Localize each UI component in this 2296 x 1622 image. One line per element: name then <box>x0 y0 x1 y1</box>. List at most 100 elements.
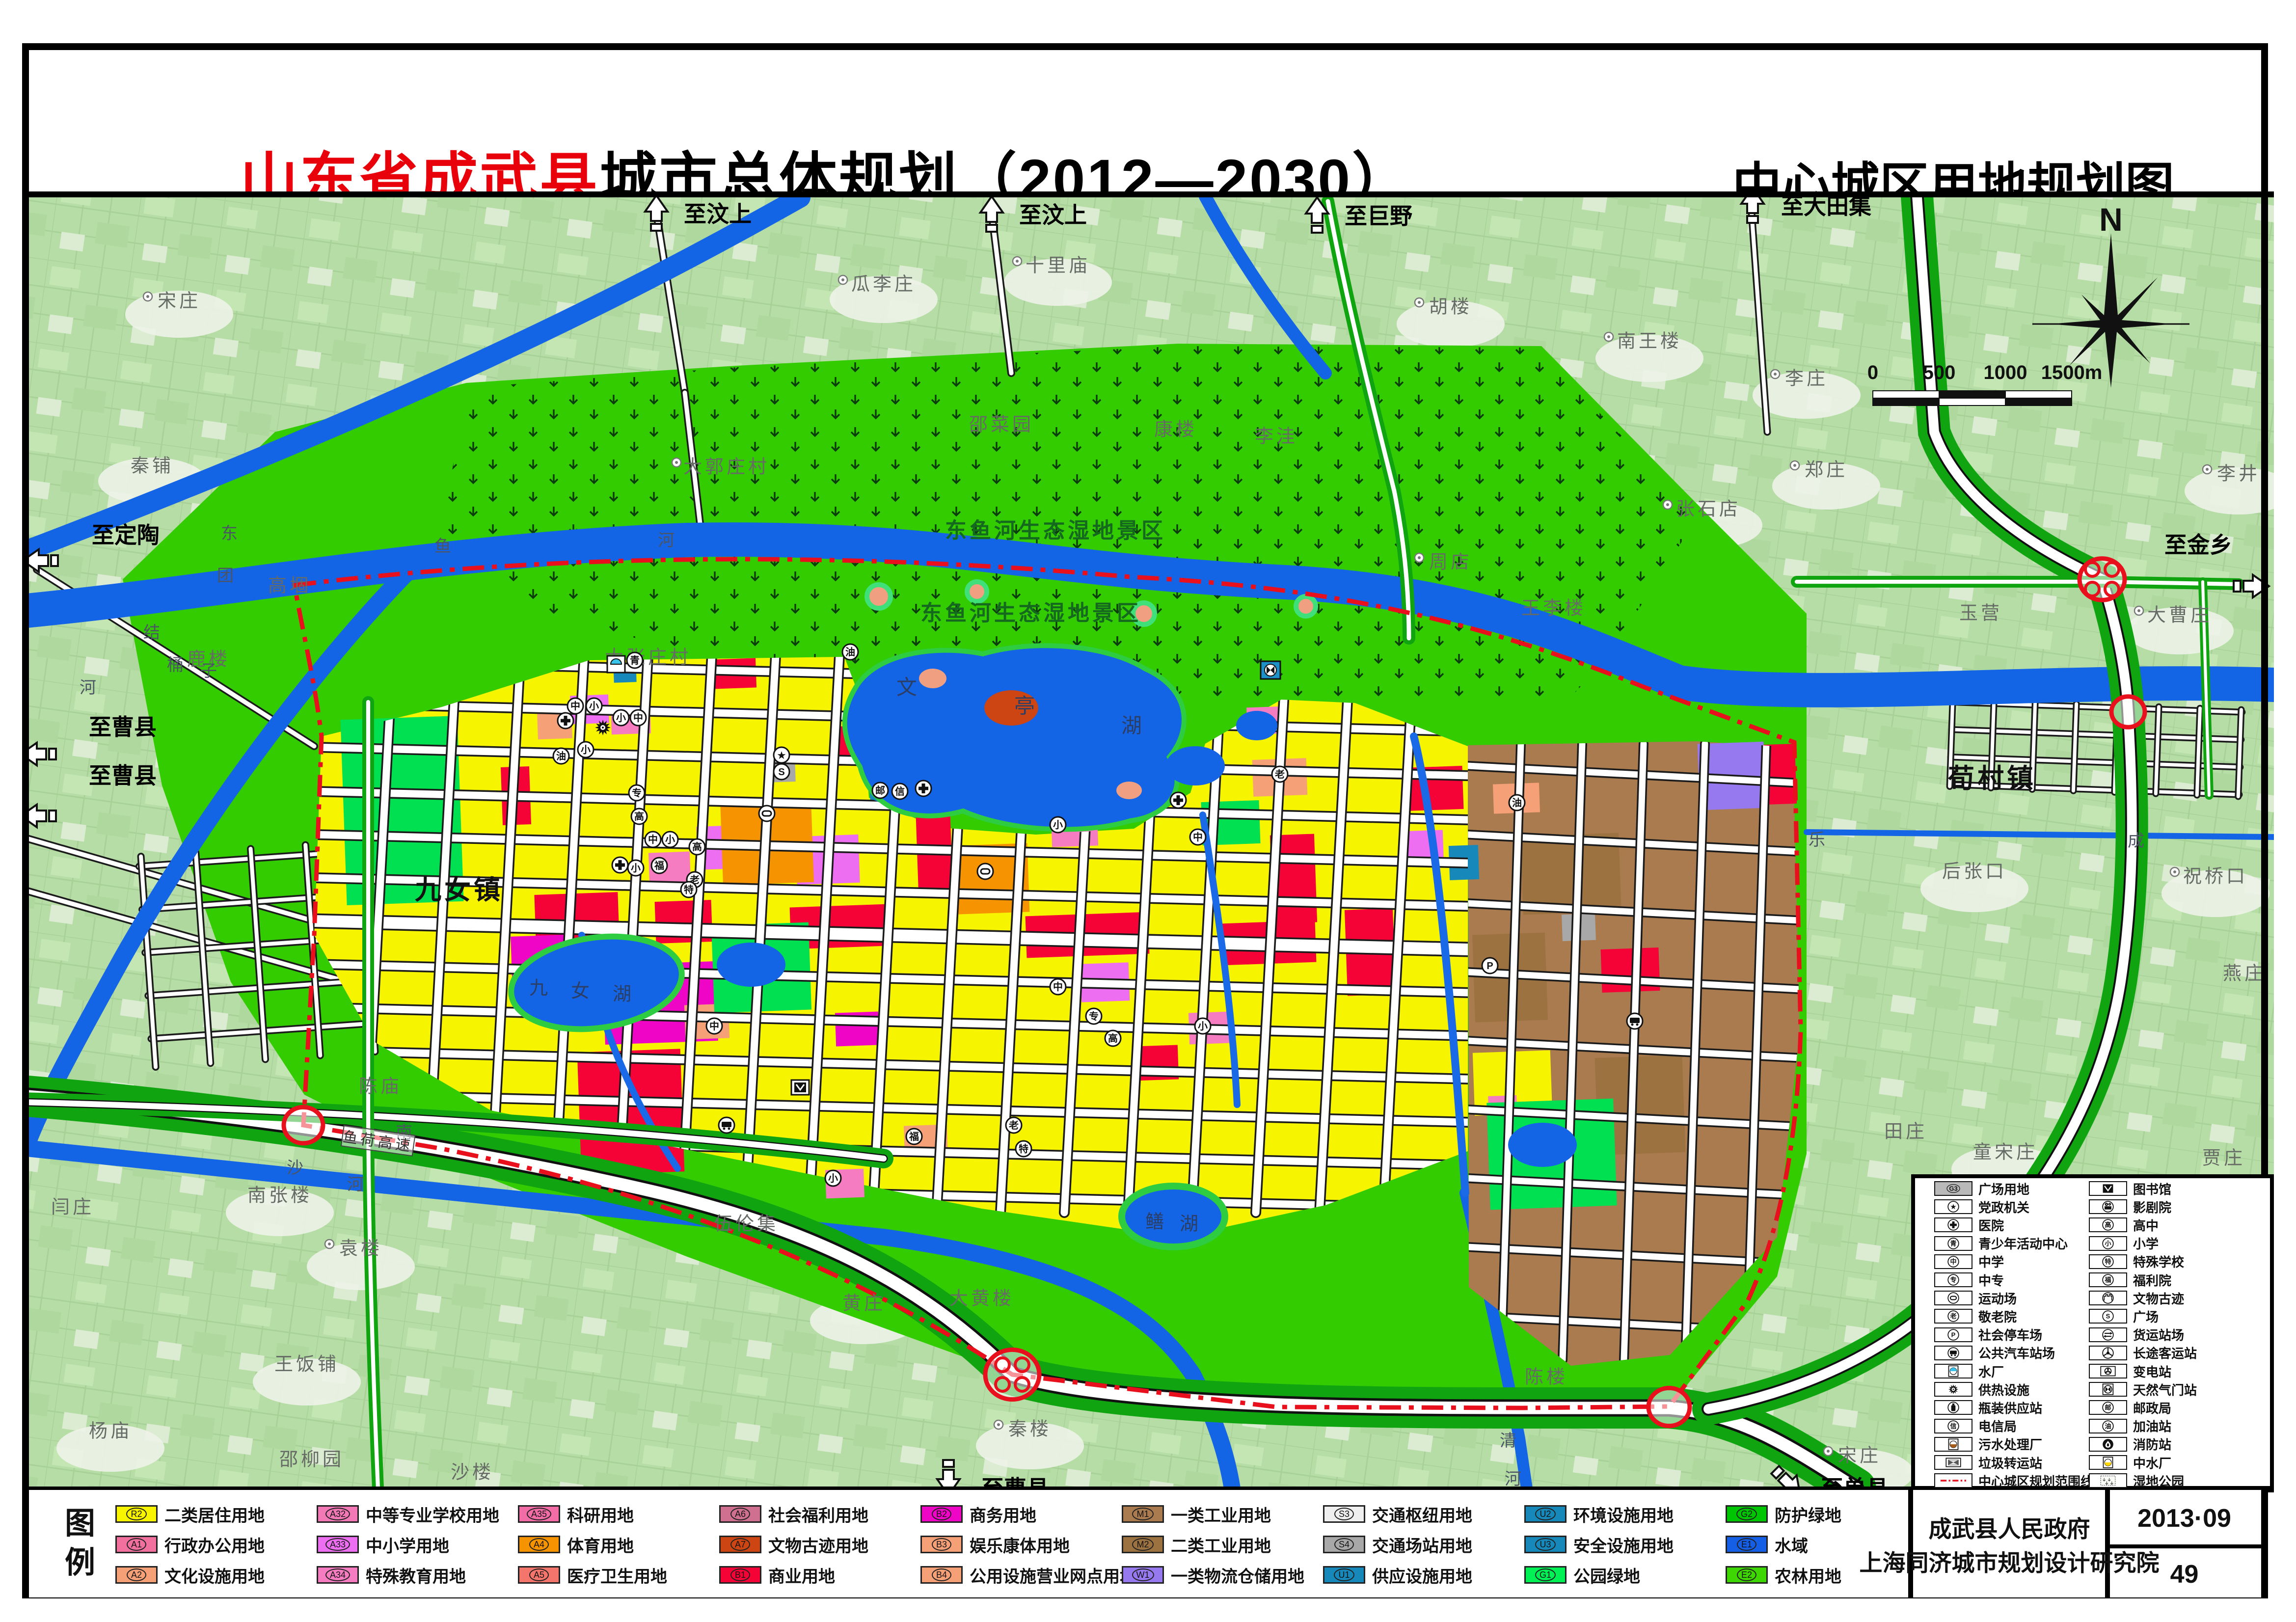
symbol-label: 变电站 <box>2133 1364 2172 1379</box>
poi-老-marker: 老 <box>1005 1116 1023 1134</box>
legend-swatch-A35: A35 <box>518 1505 560 1523</box>
star-icon: ★ <box>1947 1201 1959 1213</box>
wind-rose-icon <box>2050 233 2175 388</box>
band-sep-1 <box>1908 1490 1913 1597</box>
legend-label: 安全设施用地 <box>1573 1537 1674 1556</box>
symbol-legend-item-高中: 高 高中 <box>2089 1216 2159 1233</box>
symbol-label: 医院 <box>1978 1218 2004 1233</box>
compass-scalebar-layer: N 0 500 1000 1500m <box>1867 201 2189 406</box>
legend-swatch-S3: S3 <box>1323 1505 1365 1523</box>
legend-label: 科研用地 <box>567 1506 634 1525</box>
map-label: 燕庄 <box>2223 963 2266 984</box>
legend-code: A34 <box>325 1568 351 1581</box>
symbol-legend-item-运动场: 运动场 <box>1934 1290 2017 1306</box>
legend-label: 娱乐康体用地 <box>970 1537 1070 1556</box>
edge-arrow-至汶上 <box>643 195 670 232</box>
map-label: 团 <box>217 567 237 585</box>
compass-n-label: N <box>2099 201 2123 238</box>
symbol-label: 运动场 <box>1978 1291 2017 1306</box>
symbol-legend-item-水厂: 水厂 <box>1934 1363 2004 1379</box>
cross-icon <box>1947 1219 1959 1231</box>
symbol-frame <box>2089 1473 2127 1488</box>
legend-code: E2 <box>1736 1568 1757 1581</box>
landuse-legend-item-B4: B4 公用设施营业网点用地 <box>920 1565 1136 1586</box>
landuse-legend-item-B3: B3 娱乐康体用地 <box>920 1535 1070 1556</box>
landuse-legend-item-A1: A1 行政办公用地 <box>115 1535 265 1556</box>
trash-icon <box>1945 1458 1961 1467</box>
edge-road-label: 至巨野 <box>1345 203 1412 229</box>
symbol-frame <box>1934 1217 1972 1233</box>
legend-label: 防护绿地 <box>1775 1506 1841 1525</box>
symbol-legend-item-天然气门站: 天然气门站 <box>2089 1381 2197 1398</box>
map-label: 王饭铺 <box>274 1354 339 1375</box>
symbol-label: 天然气门站 <box>2133 1382 2197 1398</box>
svg-text:专: 专 <box>632 787 642 799</box>
symbol-legend-item-中心城区规划范围线: 中心城区规划范围线 <box>1934 1472 2093 1489</box>
legend-swatch-A6: A6 <box>719 1505 761 1523</box>
legend-swatch-B3: B3 <box>920 1536 963 1553</box>
legend-swatch-M1: M1 <box>1122 1505 1164 1523</box>
symbol-legend-item-邮政局: 邮 邮政局 <box>2089 1399 2171 1416</box>
legend-label: 公园绿地 <box>1573 1567 1640 1586</box>
legend-swatch-B1: B1 <box>719 1566 761 1584</box>
map-label: 王李楼 <box>1521 598 1586 619</box>
legend-code: W1 <box>1132 1568 1154 1581</box>
poi-高-marker: 高 <box>1104 1029 1122 1047</box>
symbol-legend-item-小学: 小 小学 <box>2089 1235 2159 1252</box>
legend-code: A7 <box>730 1538 751 1551</box>
symbol-label: 文物古迹 <box>2133 1291 2185 1306</box>
landuse-legend-item-G1: G1 公园绿地 <box>1524 1565 1640 1586</box>
legend-swatch-B2: B2 <box>920 1505 963 1523</box>
map-label: 陈庙 <box>359 1076 402 1097</box>
map-label: 东鱼河生态湿地景区 <box>920 601 1141 625</box>
poi-小-marker: 小 <box>1194 1017 1212 1035</box>
poi-中-marker: 中 <box>629 709 647 727</box>
edge-arrow-至大田集 <box>1739 195 1766 224</box>
legend-label: 文化设施用地 <box>164 1567 265 1586</box>
map-label: 河 <box>1505 1470 1524 1488</box>
svg-text:G3: G3 <box>1949 1185 1957 1192</box>
map-label: 秦楼 <box>1008 1419 1052 1439</box>
map-label: 瓜李庄 <box>851 274 916 295</box>
symbol-frame: G3 <box>1934 1181 1972 1196</box>
svg-text:特: 特 <box>684 884 694 895</box>
poi-中-marker: 中 <box>1049 978 1067 996</box>
legend-code: A32 <box>325 1508 351 1520</box>
legend-code: A2 <box>126 1568 147 1581</box>
legend-code: S4 <box>1334 1538 1354 1551</box>
circ-icon: 福 <box>2102 1274 2114 1286</box>
symbol-frame: 老 <box>1934 1309 1972 1324</box>
edge-road-label: 至金乡 <box>2164 532 2232 558</box>
book-icon <box>2103 1184 2113 1193</box>
svg-text:专: 专 <box>1950 1276 1956 1284</box>
landuse-legend-item-A6: A6 社会福利用地 <box>719 1504 868 1525</box>
ruins-icon <box>2102 1292 2114 1304</box>
symbol-label: 加油站 <box>2133 1419 2172 1434</box>
legend-code: A5 <box>529 1568 549 1581</box>
poi-sun-marker <box>595 720 611 735</box>
symbol-legend-item-广场: S 广场 <box>2089 1308 2159 1325</box>
symbol-label: 高中 <box>2133 1218 2159 1233</box>
map-label: 成 <box>2128 832 2147 850</box>
circ-icon: 中 <box>1947 1256 1959 1268</box>
symbol-legend-item-中专: 专 中专 <box>1934 1271 2004 1288</box>
poi-小-marker: 小 <box>824 1169 842 1187</box>
poi-小-marker: 小 <box>612 709 630 727</box>
poi-小-marker: 小 <box>1049 816 1067 834</box>
symbol-legend-item-文物古迹: 文物古迹 <box>2089 1290 2184 1306</box>
legend-label: 二类工业用地 <box>1171 1537 1271 1556</box>
symbol-label: 消防站 <box>2133 1437 2172 1453</box>
poi-中-marker: 中 <box>644 831 662 848</box>
map-label: 李庄 <box>1785 368 1828 389</box>
legend-code: M1 <box>1132 1508 1154 1520</box>
symbol-frame <box>1934 1291 1972 1306</box>
sqbrown-icon <box>1948 1438 1959 1450</box>
edge-arrow-至曹县 <box>935 1459 962 1490</box>
map-label: 贾庄 <box>2202 1148 2245 1168</box>
legend-label: 交通场站用地 <box>1372 1537 1472 1556</box>
legend-swatch-A34: A34 <box>317 1566 359 1584</box>
symbol-legend-item-社会停车场: P 社会停车场 <box>1934 1326 2042 1343</box>
symbol-legend-item-供热设施: 供热设施 <box>1934 1381 2029 1398</box>
